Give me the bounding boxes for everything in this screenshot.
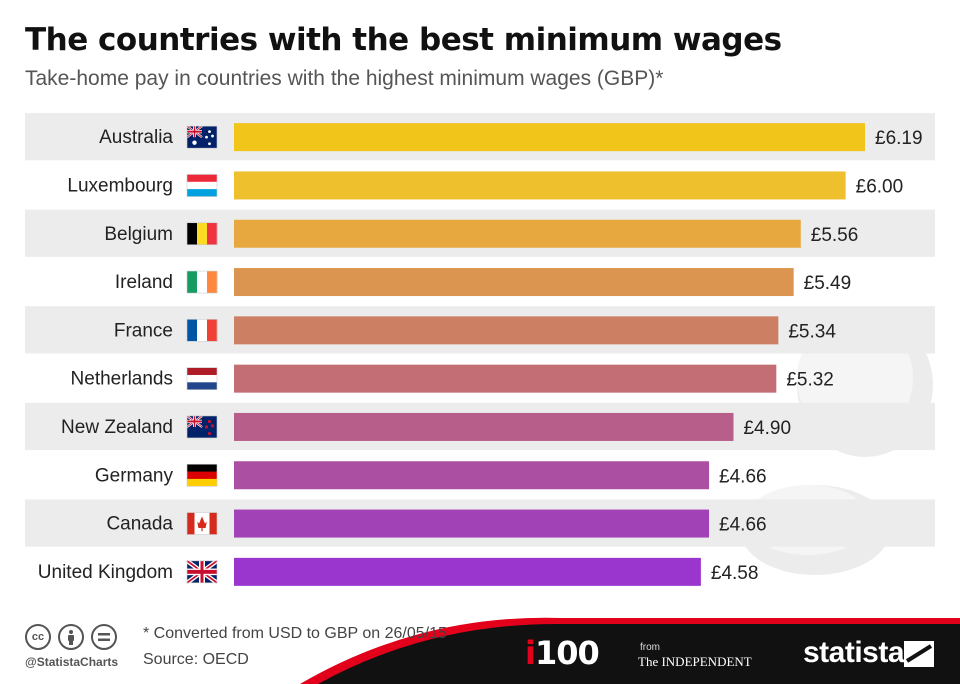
statista-logo: statista — [803, 636, 905, 669]
chart-title: The countries with the best minimum wage… — [25, 22, 782, 58]
bar — [234, 171, 846, 200]
bar — [234, 461, 710, 490]
value-label: £5.49 — [804, 273, 852, 294]
luxembourg-flag — [186, 174, 218, 197]
no-derivatives-icon — [91, 624, 117, 650]
category-label: Germany — [95, 465, 174, 486]
bar — [234, 316, 779, 345]
category-label: Belgium — [104, 224, 173, 245]
attribution-icon — [58, 624, 84, 650]
bar — [234, 557, 701, 586]
value-label: £6.00 — [856, 176, 904, 197]
new-zealand-flag — [186, 415, 218, 439]
footer-banner — [300, 617, 960, 684]
value-label: £4.66 — [719, 466, 767, 487]
from-label: from — [640, 642, 660, 653]
statista-mark-icon — [904, 641, 934, 667]
category-label: Canada — [106, 514, 173, 535]
bar — [234, 364, 777, 393]
value-label: £4.66 — [719, 515, 767, 536]
creative-commons-icon: cc — [25, 624, 51, 650]
category-label: Ireland — [115, 272, 173, 293]
france-flag — [186, 319, 218, 342]
category-label: United Kingdom — [38, 562, 173, 583]
value-label: £5.32 — [786, 370, 834, 391]
netherlands-flag — [186, 367, 218, 390]
value-label: £4.90 — [743, 418, 791, 439]
category-label: Australia — [99, 127, 173, 148]
value-label: £5.56 — [811, 225, 859, 246]
value-label: £4.58 — [711, 563, 759, 584]
bar — [234, 509, 710, 538]
bar — [234, 268, 794, 297]
bar — [234, 219, 801, 248]
chart-subtitle: Take-home pay in countries with the high… — [25, 67, 664, 90]
value-label: £6.19 — [875, 128, 923, 149]
germany-flag — [186, 463, 218, 487]
statista-handle: @StatistaCharts — [25, 655, 119, 669]
belgium-flag — [186, 222, 218, 246]
bar — [234, 123, 865, 152]
canada-flag — [186, 512, 218, 535]
category-label: New Zealand — [61, 417, 173, 438]
value-label: £5.34 — [788, 321, 836, 342]
australia-flag — [186, 125, 218, 149]
i100-logo: i100 — [525, 634, 600, 672]
category-label: Netherlands — [71, 369, 173, 390]
footnote: * Converted from USD to GBP on 26/05/15 — [143, 625, 447, 642]
united-kingdom-flag — [185, 559, 219, 585]
ireland-flag — [186, 270, 218, 294]
independent-logo: The INDEPENDENT — [638, 654, 752, 669]
bar — [234, 412, 734, 441]
source-note: Source: OECD — [143, 651, 249, 668]
category-label: Luxembourg — [67, 175, 173, 196]
category-label: France — [114, 320, 173, 341]
